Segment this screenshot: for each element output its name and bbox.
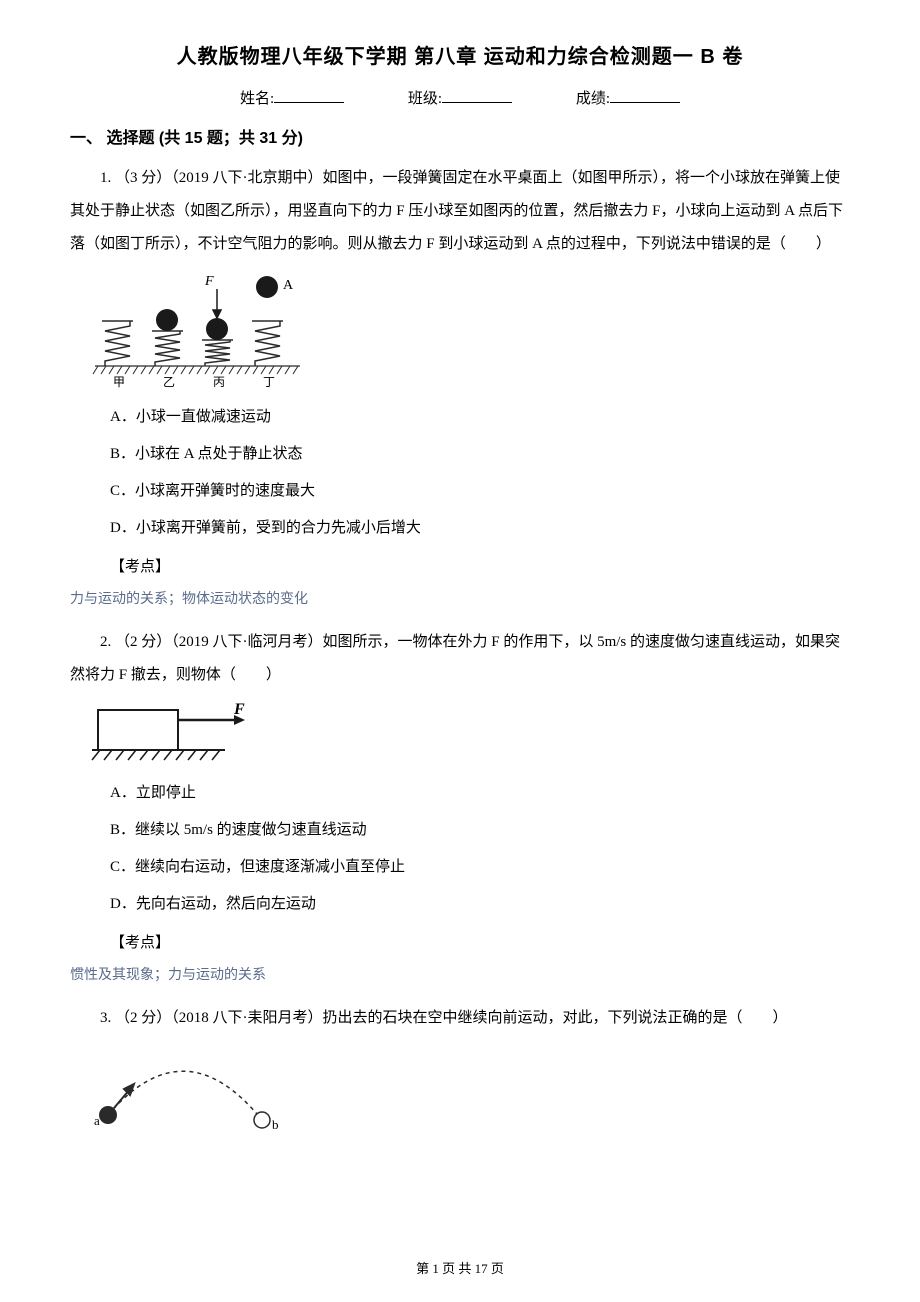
q1-option-a: A．小球一直做减速运动 bbox=[110, 401, 850, 434]
q1-text: 1. （3 分）（2019 八下·北京期中）如图中，一段弹簧固定在水平桌面上（如… bbox=[70, 162, 850, 261]
svg-text:A: A bbox=[283, 278, 294, 293]
q2-option-b: B．继续以 5m/s 的速度做匀速直线运动 bbox=[110, 814, 850, 847]
svg-text:丙: 丙 bbox=[213, 375, 225, 389]
q2-option-a: A．立即停止 bbox=[110, 777, 850, 810]
q1-figure: F A 甲 乙 丙 丁 bbox=[90, 271, 850, 391]
q1-topic: 力与运动的关系；物体运动状态的变化 bbox=[70, 588, 850, 608]
name-label: 姓名: bbox=[240, 91, 274, 107]
q3-text: 3. （2 分）（2018 八下·耒阳月考）扔出去的石块在空中继续向前运动，对此… bbox=[70, 1002, 850, 1035]
class-label: 班级: bbox=[408, 91, 442, 107]
score-blank bbox=[610, 102, 680, 103]
q2-option-c: C．继续向右运动，但速度逐渐减小直至停止 bbox=[110, 851, 850, 884]
svg-text:F: F bbox=[204, 274, 214, 289]
q2-text: 2. （2 分）（2019 八下·临河月考）如图所示，一物体在外力 F 的作用下… bbox=[70, 626, 850, 692]
q1-option-d: D．小球离开弹簧前，受到的合力先减小后增大 bbox=[110, 512, 850, 545]
q2-option-d: D．先向右运动，然后向左运动 bbox=[110, 888, 850, 921]
svg-text:丁: 丁 bbox=[263, 375, 275, 389]
student-info-row: 姓名: 班级: 成绩: bbox=[70, 87, 850, 108]
svg-text:F: F bbox=[233, 702, 245, 718]
name-blank bbox=[274, 102, 344, 103]
q1-option-b: B．小球在 A 点处于静止状态 bbox=[110, 438, 850, 471]
q1-kaodian-label: 【考点】 bbox=[110, 555, 850, 576]
q1-option-c: C．小球离开弹簧时的速度最大 bbox=[110, 475, 850, 508]
page-footer: 第 1 页 共 17 页 bbox=[0, 1258, 920, 1277]
q2-topic: 惯性及其现象；力与运动的关系 bbox=[70, 964, 850, 984]
q3-figure: a b bbox=[90, 1045, 850, 1135]
svg-text:甲: 甲 bbox=[113, 375, 125, 389]
class-blank bbox=[442, 102, 512, 103]
q2-figure: F bbox=[90, 702, 850, 767]
q2-kaodian-label: 【考点】 bbox=[110, 931, 850, 952]
svg-text:b: b bbox=[272, 1117, 279, 1132]
section-header: 一、 选择题 (共 15 题；共 31 分) bbox=[70, 124, 850, 148]
score-label: 成绩: bbox=[576, 91, 610, 107]
exam-title: 人教版物理八年级下学期 第八章 运动和力综合检测题一 B 卷 bbox=[70, 40, 850, 69]
svg-text:乙: 乙 bbox=[163, 375, 175, 389]
svg-text:a: a bbox=[94, 1113, 100, 1128]
